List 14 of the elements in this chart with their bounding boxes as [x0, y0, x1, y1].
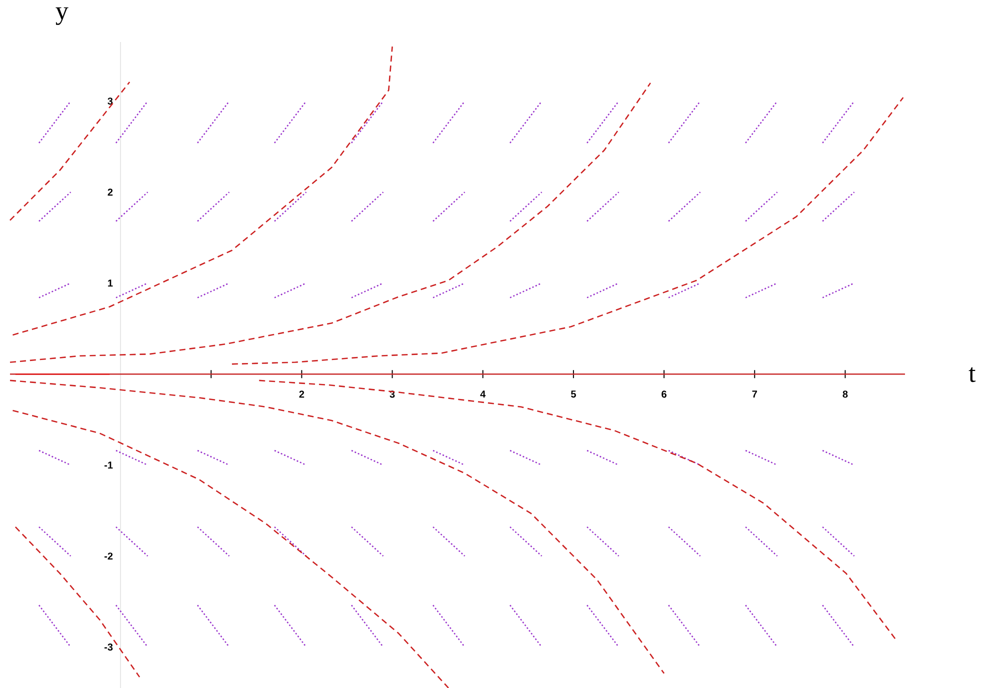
y-axis-title: y — [56, 7, 68, 25]
x-axis-title: t — [968, 367, 976, 382]
x-tick-label: 4 — [480, 390, 486, 398]
y-tick-label: 1 — [108, 280, 113, 287]
y-tick-label: 3 — [108, 98, 113, 105]
x-tick-label: 2 — [299, 390, 304, 398]
x-tick-label: 7 — [752, 390, 757, 398]
x-tick-label: 6 — [662, 390, 666, 398]
y-tick-label: -1 — [104, 462, 113, 469]
y-tick-label: -2 — [104, 552, 113, 560]
x-tick-label: 5 — [570, 390, 576, 398]
y-tick-label: -3 — [104, 643, 113, 651]
y-tick-label: 2 — [108, 188, 113, 196]
x-tick-label: 8 — [842, 390, 848, 398]
